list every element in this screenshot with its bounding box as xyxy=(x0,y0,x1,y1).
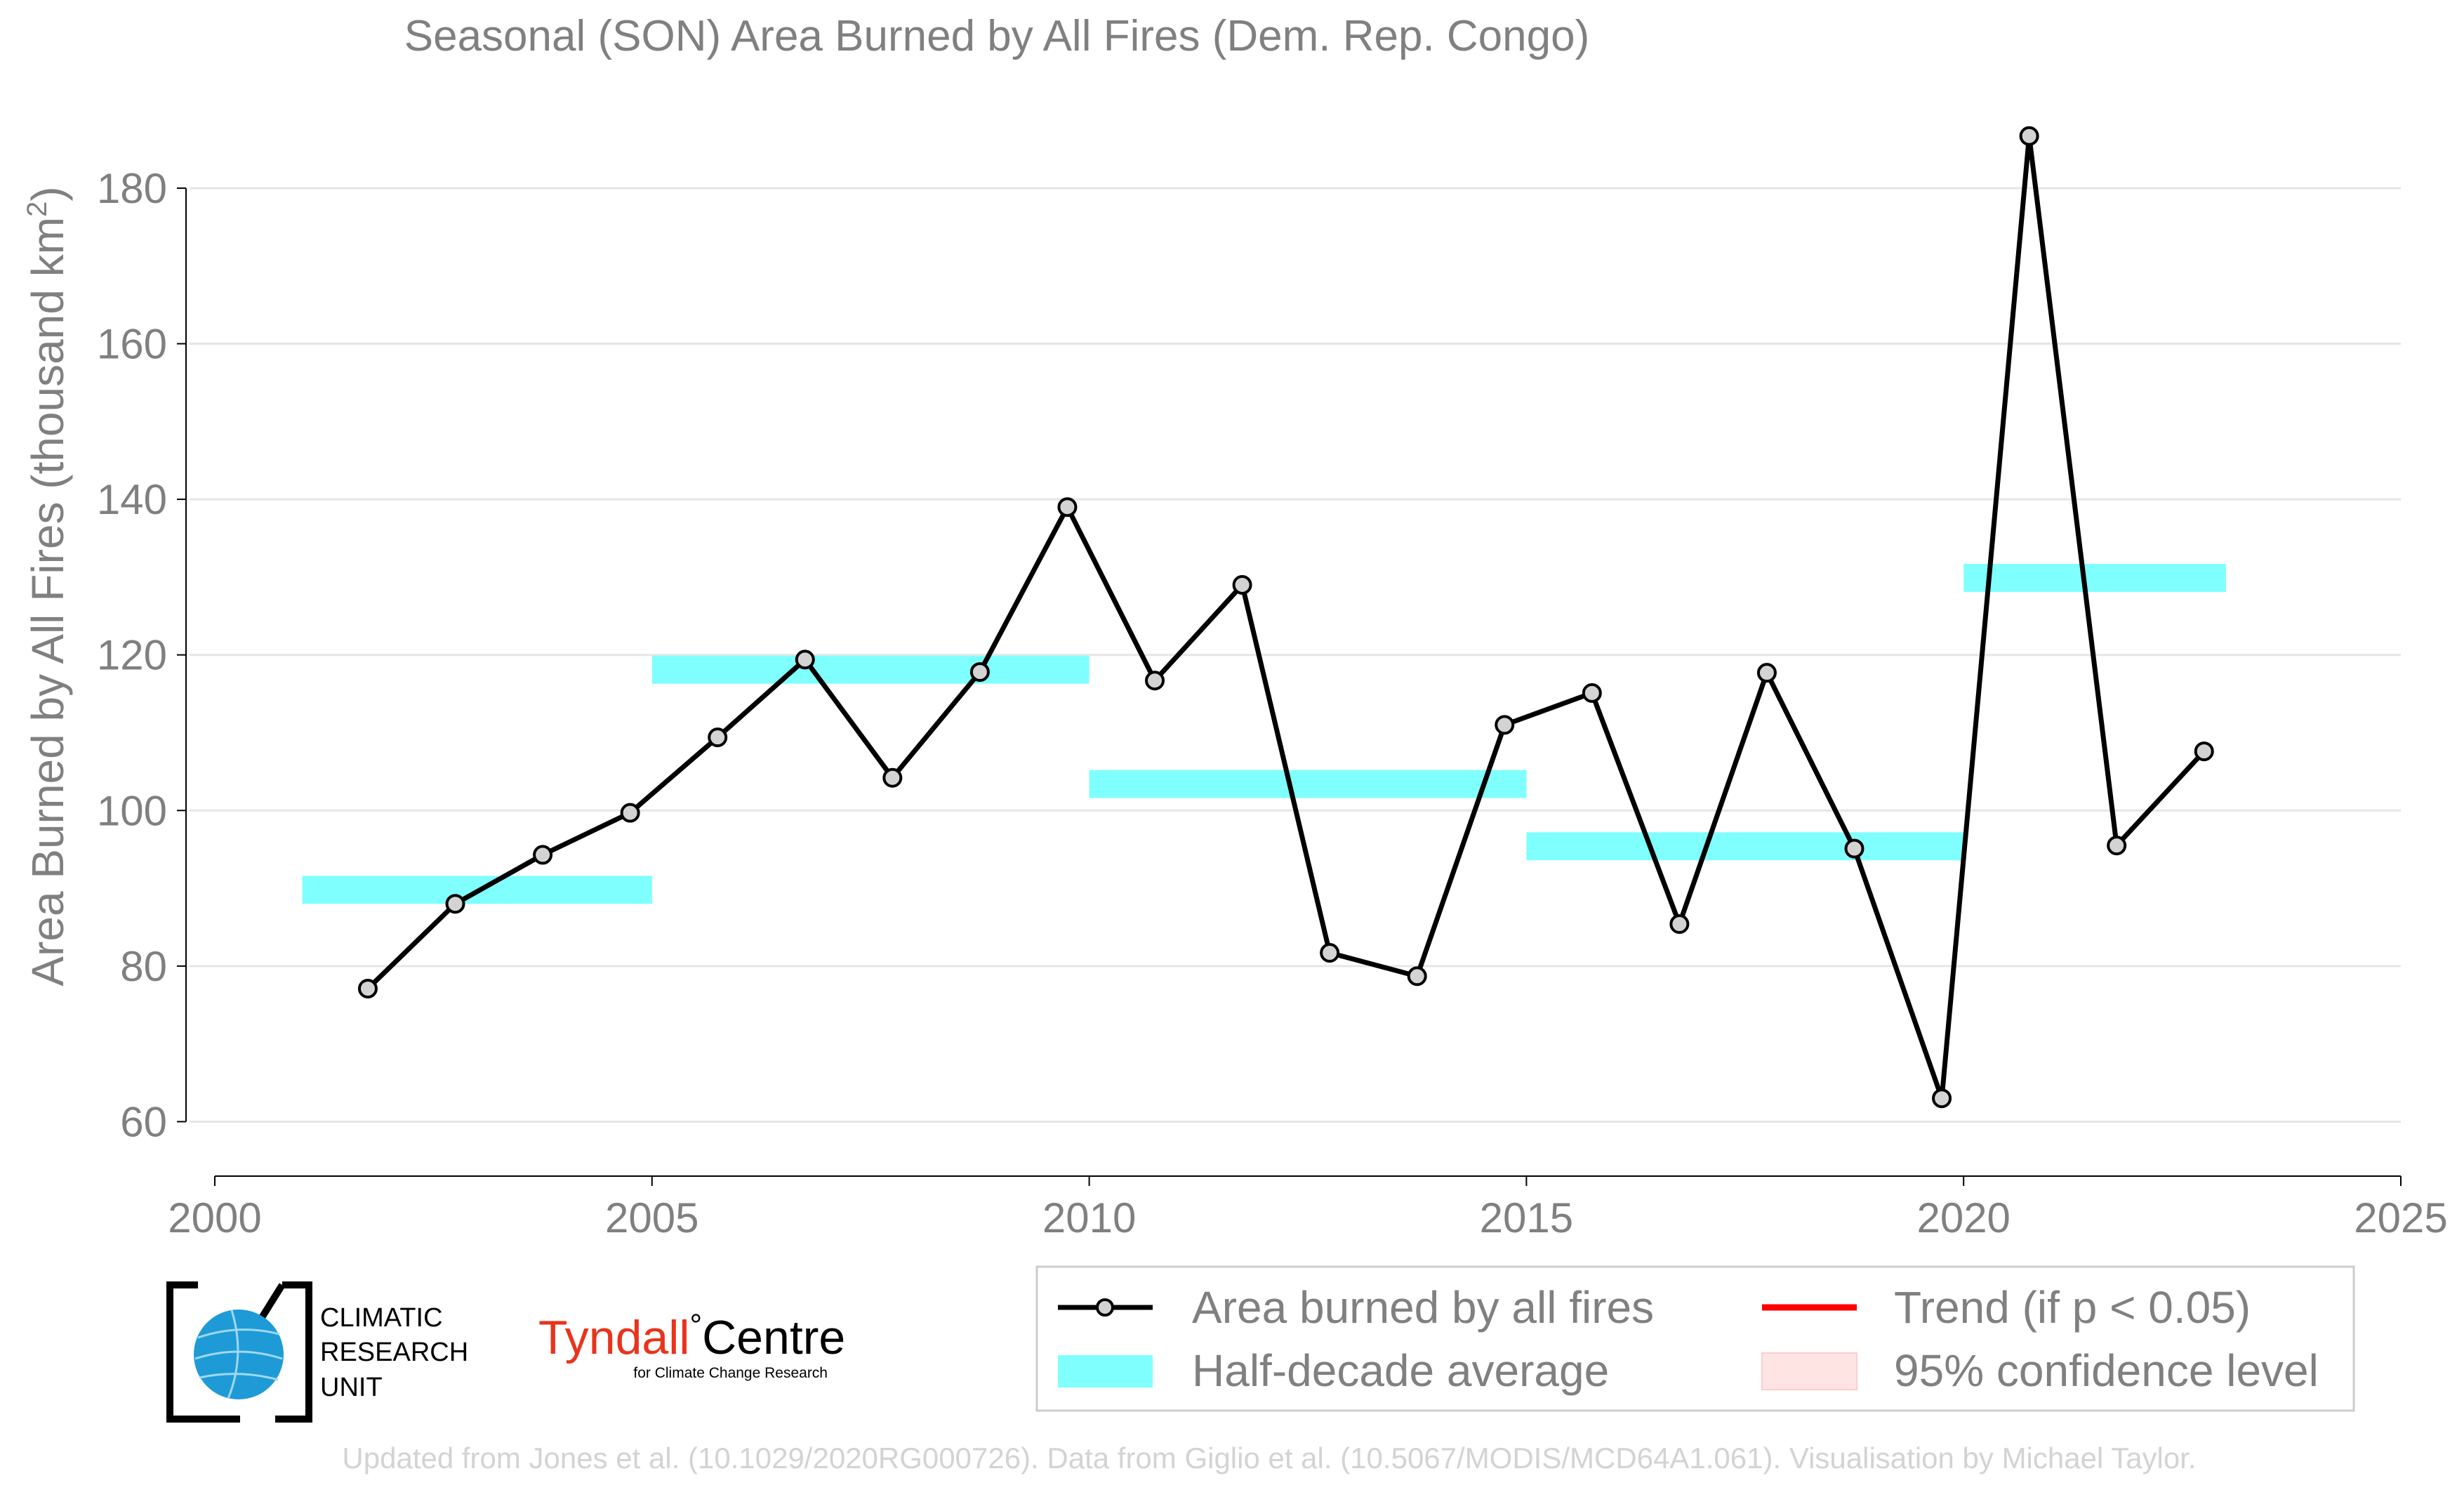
cru-logo-line1: CLIMATIC xyxy=(320,1303,443,1333)
x-axis-ticks: 2000 2005 2010 2015 2020 2025 xyxy=(168,1176,2448,1241)
area-burned-line xyxy=(366,133,2206,1101)
data-point xyxy=(1320,943,1340,963)
half-decade-average-band xyxy=(1526,832,1964,861)
data-point xyxy=(882,767,903,788)
data-point xyxy=(969,662,990,682)
grid-lines xyxy=(190,187,2401,1123)
y-axis-label-superscript: 2 xyxy=(22,202,53,217)
data-point xyxy=(1232,574,1252,595)
cru-logo-line3: UNIT xyxy=(320,1373,383,1402)
tyndall-logo: Tyndall°Centre for Climate Change Resear… xyxy=(538,1308,845,1381)
x-tick-label: 2020 xyxy=(1916,1194,2010,1241)
half-decade-average-band xyxy=(651,655,1089,684)
y-tick-label: 160 xyxy=(97,321,167,368)
cru-logo-bracket-right xyxy=(275,1281,312,1423)
legend-label-confidence: 95% confidence level xyxy=(1894,1345,2319,1396)
tyndall-word1: Tyndall xyxy=(538,1311,689,1364)
half-decade-average-band xyxy=(1089,770,1527,798)
legend-label-trend: Trend (if p < 0.05) xyxy=(1894,1282,2251,1333)
legend-label-half-decade: Half-decade average xyxy=(1192,1345,1609,1396)
data-point xyxy=(445,894,465,914)
footer-credit: Updated from Jones et al. (10.1029/2020R… xyxy=(342,1442,2196,1475)
cru-logo: CLIMATIC RESEARCH UNIT xyxy=(166,1281,468,1423)
data-point xyxy=(2107,836,2127,856)
legend-label-area-burned: Area burned by all fires xyxy=(1192,1282,1654,1333)
x-tick-label: 2005 xyxy=(605,1194,698,1241)
cru-logo-slash xyxy=(258,1283,286,1321)
data-point xyxy=(1495,715,1515,735)
data-point xyxy=(1756,663,1777,683)
x-tick-label: 2015 xyxy=(1480,1194,1573,1241)
x-tick-label: 2000 xyxy=(168,1194,261,1241)
x-tick-label: 2010 xyxy=(1042,1194,1136,1241)
data-point xyxy=(357,978,378,998)
cru-logo-bracket-left xyxy=(166,1281,240,1423)
y-tick-label: 60 xyxy=(120,1098,167,1145)
y-tick-label: 180 xyxy=(97,165,167,212)
chart-title: Seasonal (SON) Area Burned by All Fires … xyxy=(404,12,1590,60)
legend-confidence-swatch xyxy=(1761,1352,1857,1390)
data-point xyxy=(2194,741,2214,762)
half-decade-average-bands xyxy=(302,564,2226,904)
legend-frame xyxy=(1035,1265,2355,1412)
cru-logo-line2: RESEARCH xyxy=(320,1338,468,1367)
half-decade-average-band xyxy=(1963,564,2226,592)
data-point xyxy=(1145,671,1165,691)
tyndall-word2: Centre xyxy=(702,1311,845,1364)
y-axis-ticks: 60 80 100 120 140 160 180 xyxy=(97,165,186,1145)
data-point xyxy=(1932,1088,1952,1109)
tyndall-degree: ° xyxy=(689,1308,702,1343)
y-axis-label-close: ) xyxy=(22,186,73,201)
data-point xyxy=(708,727,728,748)
data-point xyxy=(1057,497,1078,517)
y-tick-label: 80 xyxy=(120,943,167,990)
legend-band-swatch xyxy=(1058,1355,1153,1387)
data-point xyxy=(795,649,815,670)
area-burned-markers xyxy=(357,126,2214,1109)
y-tick-label: 100 xyxy=(97,787,167,834)
data-point xyxy=(1844,838,1864,859)
y-axis-label-main: Area Burned by All Fires (thousand km xyxy=(22,217,73,987)
data-point xyxy=(1582,682,1602,703)
tyndall-logo-title: Tyndall°Centre xyxy=(538,1308,845,1364)
y-tick-label: 140 xyxy=(97,476,167,523)
data-point xyxy=(2019,126,2039,146)
y-axis-label: Area Burned by All Fires (thousand km2) xyxy=(22,186,73,986)
x-tick-label: 2025 xyxy=(2354,1194,2447,1241)
data-point xyxy=(1407,966,1427,987)
tyndall-logo-subtitle: for Climate Change Research xyxy=(633,1365,828,1381)
data-point xyxy=(620,803,640,823)
legend-marker-swatch xyxy=(1096,1298,1114,1317)
globe-lines-icon xyxy=(194,1310,283,1399)
data-point xyxy=(1669,914,1690,935)
y-tick-label: 120 xyxy=(97,632,167,679)
legend: Area burned by all fires Trend (if p < 0… xyxy=(1035,1265,2355,1412)
area-burned-series xyxy=(366,133,2206,1101)
data-point xyxy=(533,845,553,865)
